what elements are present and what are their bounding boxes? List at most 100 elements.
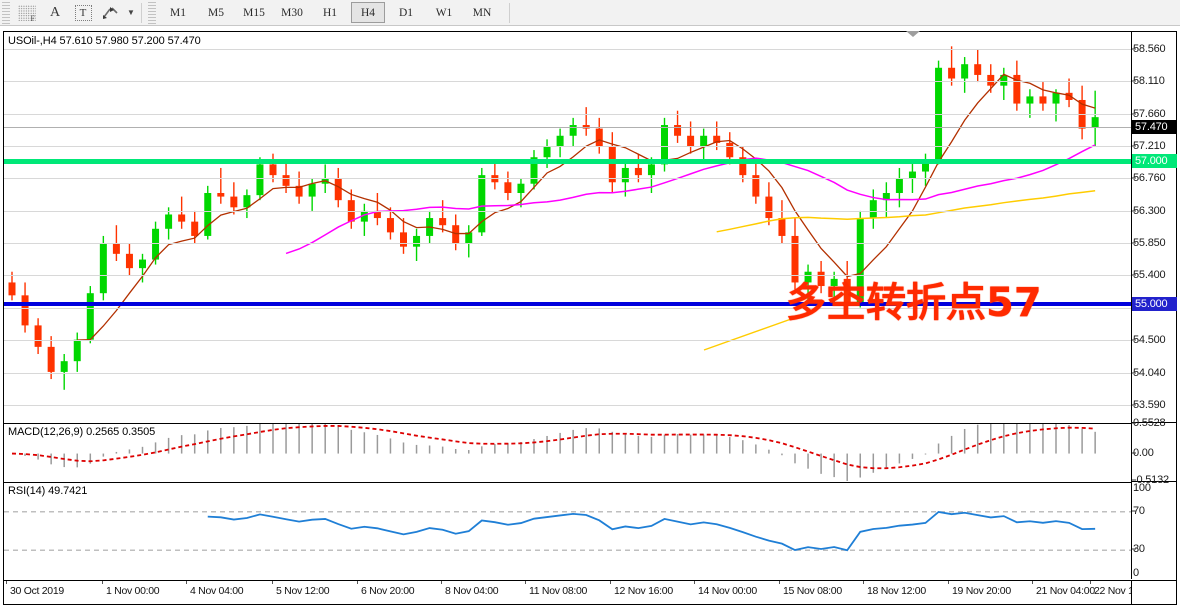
price-tick-label: 54.040 <box>1133 366 1166 379</box>
axis-divider-rsi <box>1131 481 1176 482</box>
macd-tick-label: 0.5528 <box>1133 417 1166 429</box>
green-level-tag: 57.000 <box>1132 153 1177 168</box>
time-tick-label: 4 Nov 04:00 <box>190 585 244 597</box>
price-tick-mark <box>1132 113 1136 115</box>
gridline <box>4 275 1132 277</box>
price-tick-mark <box>1132 339 1136 341</box>
timeframe-w1[interactable]: W1 <box>435 6 453 19</box>
support-line-57 <box>4 158 1132 164</box>
price-tick-label: 56.760 <box>1133 171 1166 184</box>
price-tick-label: 53.590 <box>1133 398 1166 411</box>
price-tick-mark <box>1132 404 1136 406</box>
time-tick-mark <box>6 581 7 584</box>
price-axis[interactable]: 58.560 58.110 57.660 57.210 56.760 56.300 55.8… <box>1131 32 1177 579</box>
macd-tick-mark <box>1132 452 1136 454</box>
time-tick-mark <box>779 581 780 584</box>
time-tick-label: 12 Nov 16:00 <box>614 585 673 597</box>
macd-series <box>11 424 1096 481</box>
time-tick-label: 30 Oct 2019 <box>10 585 64 597</box>
current-price-line <box>4 127 1132 129</box>
time-tick-label: 19 Nov 20:00 <box>952 585 1011 597</box>
macd-pane[interactable]: MACD(12,26,9) 0.2565 0.3505 <box>4 423 1132 481</box>
gridline <box>4 307 1132 309</box>
rsi-tick-label: 0 <box>1133 567 1139 579</box>
time-tick-label: 18 Nov 12:00 <box>867 585 926 597</box>
price-tick-label: 58.110 <box>1133 75 1165 88</box>
toolbar-divider-1 <box>141 2 142 23</box>
objects-dropdown-caret[interactable]: ▼ <box>127 8 135 17</box>
timeframe-d1[interactable]: D1 <box>398 6 414 19</box>
chart-annotation: 多空转折点57 <box>786 280 1042 326</box>
price-tick-label: 54.500 <box>1133 333 1166 346</box>
price-tick-mark <box>1132 80 1136 82</box>
gridline <box>4 81 1132 83</box>
rsi-tick-mark <box>1132 548 1136 550</box>
price-pane[interactable]: USOil-,H4 57.610 57.980 57.200 57.470 多空… <box>4 32 1132 422</box>
gridline <box>4 372 1132 374</box>
timeframe-h1[interactable]: H1 <box>322 6 338 19</box>
time-tick-label: 1 Nov 00:00 <box>106 585 160 597</box>
time-tick-mark <box>1090 581 1091 584</box>
time-tick-label: 14 Nov 00:00 <box>698 585 757 597</box>
timeframe-m15[interactable]: M15 <box>243 6 265 19</box>
price-tick-label: 58.560 <box>1133 43 1166 56</box>
objects-glyph <box>101 5 121 21</box>
macd-tick-label: -0.5132 <box>1133 474 1169 486</box>
macd-tick-label: 0.00 <box>1133 446 1154 459</box>
time-tick-mark <box>272 581 273 584</box>
price-tick-label: 56.300 <box>1133 204 1166 217</box>
time-tick-mark <box>694 581 695 584</box>
price-tick-label: 55.850 <box>1133 237 1166 250</box>
price-tick-mark <box>1132 177 1136 179</box>
macd-tick-mark <box>1132 422 1136 424</box>
timeframe-m1[interactable]: M1 <box>170 6 186 19</box>
toolbar-grip-2[interactable] <box>148 1 156 24</box>
timeframe-group: M1 M5 M15 M30 H1 H4 D1 W1 MN <box>159 2 501 23</box>
time-tick-mark <box>863 581 864 584</box>
blue-level-tag: 55.000 <box>1132 296 1177 311</box>
timeframe-m30[interactable]: M30 <box>281 6 303 19</box>
rsi-label: RSI(14) 49.7421 <box>8 485 88 497</box>
axis-divider-macd <box>1131 422 1176 423</box>
support-line-55 <box>4 301 1132 306</box>
toolbar-grip-1[interactable] <box>2 1 10 24</box>
price-tick-label: 57.660 <box>1133 107 1166 120</box>
price-tick-mark <box>1132 48 1136 50</box>
gridline <box>4 145 1132 147</box>
time-tick-label: 11 Nov 08:00 <box>529 585 588 597</box>
symbol-label: USOil-,H4 57.610 57.980 57.200 57.470 <box>8 35 201 47</box>
crosshair-f-icon[interactable]: F <box>14 2 40 24</box>
time-axis: 30 Oct 2019 1 Nov 00:00 4 Nov 04:00 5 Nov 1… <box>4 580 1132 604</box>
gridline <box>4 49 1132 51</box>
price-tick-label: 57.210 <box>1133 139 1166 152</box>
macd-label: MACD(12,26,9) 0.2565 0.3505 <box>8 426 156 438</box>
timeframe-h4[interactable]: H4 <box>351 2 385 23</box>
timeframe-m5[interactable]: M5 <box>208 6 224 19</box>
gridline <box>4 177 1132 179</box>
rsi-tick-label: 100 <box>1133 482 1151 494</box>
time-tick-mark <box>441 581 442 584</box>
text-box-icon[interactable]: T <box>70 2 96 24</box>
price-tick-mark <box>1132 210 1136 212</box>
time-tick-label: 6 Nov 20:00 <box>361 585 415 597</box>
time-tick-mark <box>102 581 103 584</box>
time-tick-mark <box>525 581 526 584</box>
toolbar: F A T ▼ M1 M5 M15 M30 H1 H4 D1 W1 MN <box>0 0 1180 26</box>
price-tick-mark <box>1132 242 1136 244</box>
rsi-pane[interactable]: RSI(14) 49.7421 <box>4 482 1132 579</box>
chart-top-marker[interactable] <box>906 31 920 37</box>
time-tick-mark <box>1032 581 1033 584</box>
price-tick-label: 55.400 <box>1133 269 1166 282</box>
time-tick-label: 5 Nov 12:00 <box>276 585 330 597</box>
time-tick-mark <box>186 581 187 584</box>
timeframe-mn[interactable]: MN <box>472 6 492 19</box>
rsi-tick-label: 30 <box>1133 543 1145 556</box>
text-label-icon[interactable]: A <box>42 2 68 24</box>
axis-corner <box>1131 580 1176 604</box>
price-series <box>8 46 1099 390</box>
rsi-series <box>4 510 1132 552</box>
price-tick-mark <box>1132 145 1136 147</box>
macd-tick-mark <box>1132 479 1136 481</box>
objects-icon[interactable] <box>98 2 124 24</box>
